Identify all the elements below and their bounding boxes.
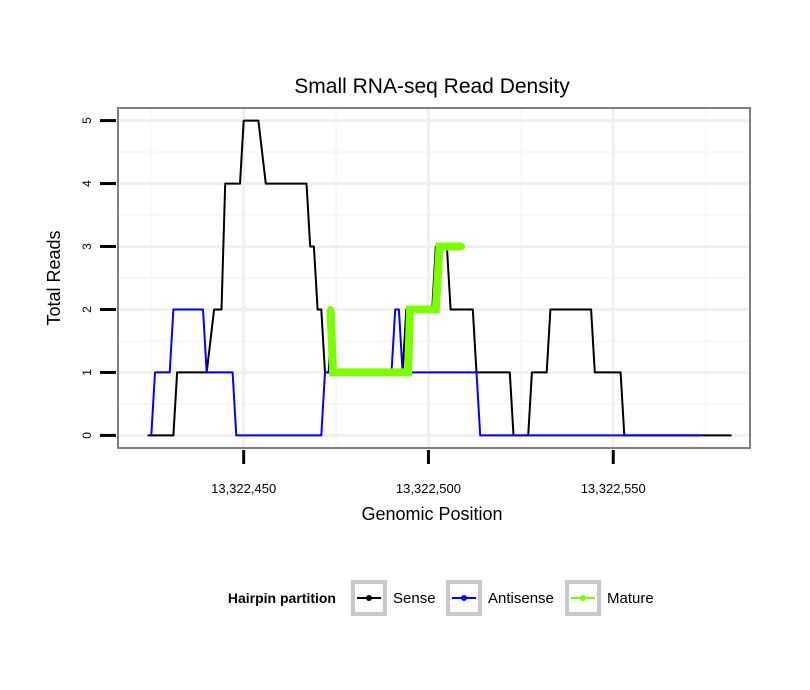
legend: Hairpin partition Sense Antisense Mature <box>228 580 654 616</box>
legend-title: Hairpin partition <box>228 590 336 606</box>
data-point-mature <box>404 368 412 376</box>
y-axis: 0 1 2 3 4 5 <box>80 117 116 439</box>
data-point-mature <box>436 243 444 251</box>
y-axis-label: Total Reads <box>44 230 64 325</box>
data-point-mature <box>406 305 414 313</box>
x-axis-label: Genomic Position <box>361 504 502 524</box>
legend-key-point <box>580 595 586 601</box>
data-point-mature <box>443 243 451 251</box>
y-tick-label: 1 <box>80 369 94 376</box>
y-tick-label: 3 <box>80 243 94 250</box>
y-tick-label: 5 <box>80 117 94 124</box>
x-tick-label: 13,322,450 <box>211 481 276 496</box>
data-point-mature <box>327 305 335 313</box>
data-point-mature <box>417 305 425 313</box>
data-point-mature <box>387 368 395 376</box>
x-axis: 13,322,450 13,322,500 13,322,550 <box>211 450 646 496</box>
y-tick-label: 4 <box>80 180 94 187</box>
legend-label: Antisense <box>488 590 554 607</box>
y-tick-label: 2 <box>80 306 94 313</box>
data-point-mature <box>432 305 440 313</box>
legend-label: Mature <box>607 590 654 607</box>
data-point-mature <box>458 243 466 251</box>
data-point-mature <box>369 368 377 376</box>
plot-border <box>117 107 751 449</box>
legend-item-mature: Mature <box>565 580 654 616</box>
data-point-mature <box>332 368 340 376</box>
chart-title: Small RNA-seq Read Density <box>294 75 570 98</box>
x-tick-label: 13,322,500 <box>396 481 461 496</box>
legend-key-point <box>366 595 372 601</box>
legend-item-antisense: Antisense <box>446 580 554 616</box>
y-tick-label: 0 <box>80 432 94 439</box>
series-layer <box>147 119 732 437</box>
series-line-sense <box>147 119 732 437</box>
data-point-mature <box>450 243 458 251</box>
legend-key-point <box>461 595 467 601</box>
x-tick-label: 13,322,550 <box>581 481 646 496</box>
legend-item-sense: Sense <box>351 580 436 616</box>
legend-label: Sense <box>393 590 436 607</box>
data-point-mature <box>351 368 359 376</box>
